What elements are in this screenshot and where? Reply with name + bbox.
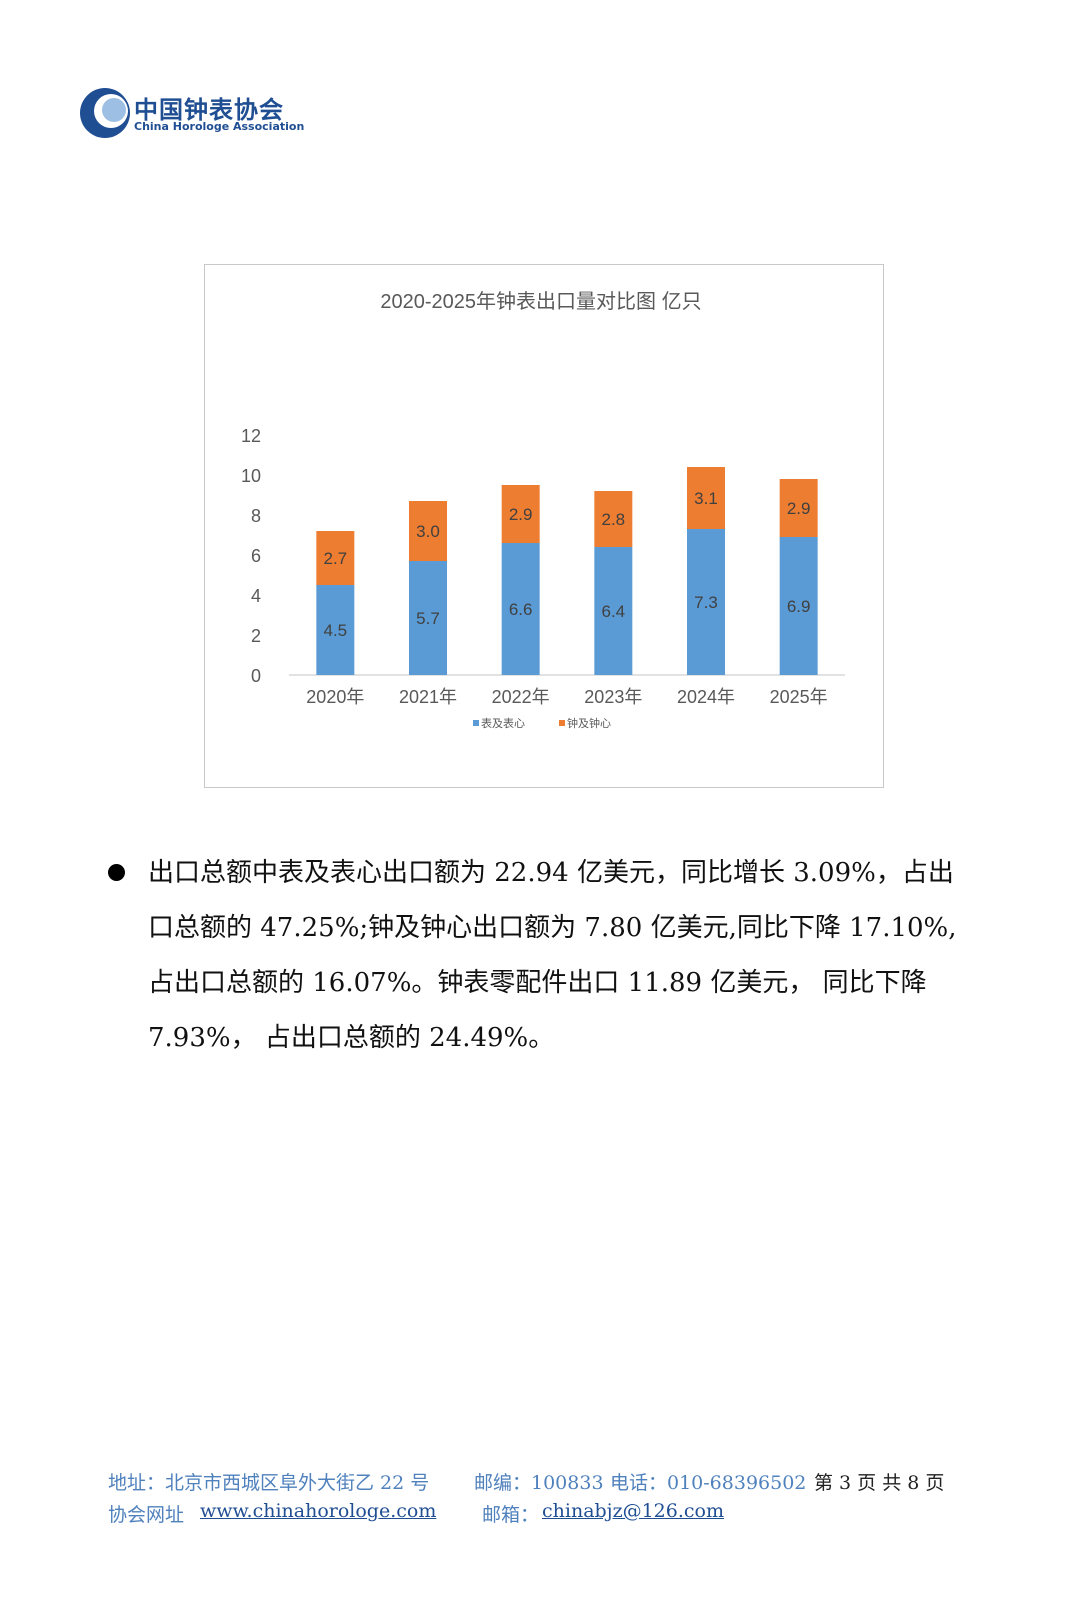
bar-clock [779,479,818,537]
page-footer: 地址：北京市西城区阜外大街乙 22 号 邮编：100833 电话：010-683… [108,1468,1008,1532]
data-label: 5.7 [416,609,440,628]
data-label: 6.9 [787,597,811,616]
y-tick-label: 0 [251,666,261,686]
y-tick-label: 10 [241,466,261,486]
y-tick-label: 2 [251,626,261,646]
bar-watch [501,543,540,675]
data-label: 7.3 [694,593,718,612]
data-label: 6.4 [602,602,626,621]
bar-watch [779,537,818,675]
data-label: 4.5 [324,621,348,640]
footer-address: 地址：北京市西城区阜外大街乙 22 号 [108,1472,430,1494]
globe-logo-icon [80,88,130,138]
legend-entry: 钟及钟心 [567,716,611,730]
association-logo: 中国钟表协会 China Horologe Association [78,86,304,142]
legend-swatch [559,720,565,726]
data-label: 2.9 [509,505,533,524]
bar-clock [594,491,633,547]
x-tick-label: 2020年 [306,687,364,707]
footer-phone: 电话：010-68396502 [610,1472,807,1494]
x-tick-label: 2024年 [677,687,735,707]
legend-swatch [473,720,479,726]
y-tick-label: 4 [251,586,261,606]
x-tick-label: 2025年 [770,687,828,707]
paragraph-line: 占出口总额的 16.07%。钟表零配件出口 11.89 亿美元， 同比下降 [148,968,927,998]
footer-email-link[interactable]: chinabjz@126.com [542,1500,724,1522]
data-label: 3.1 [694,489,718,508]
footer-page-number: 第 3 页 共 8 页 [814,1472,945,1494]
y-tick-label: 6 [251,546,261,566]
bar-watch [316,585,355,675]
footer-email-label: 邮箱： [482,1504,540,1526]
logo-text-en: China Horologe Association [134,120,305,133]
logo-text-cn: 中国钟表协会 [134,96,284,124]
data-label: 2.9 [787,499,811,518]
body-paragraph: 出口总额中表及表心出口额为 22.94 亿美元，同比增长 3.09%，占出 口总… [148,846,988,1066]
footer-postcode: 邮编：100833 [474,1472,604,1494]
bar-watch [687,529,725,675]
paragraph-line: 7.93%， 占出口总额的 24.49%。 [148,1023,555,1053]
bullet-point [108,864,125,881]
y-tick-label: 8 [251,506,261,526]
bar-clock [501,485,540,543]
bar-watch [594,547,633,675]
x-tick-label: 2022年 [492,687,550,707]
bar-clock [687,467,725,529]
data-label: 6.6 [509,600,533,619]
data-label: 2.8 [602,510,626,529]
export-chart: 2020-2025年钟表出口量对比图 亿只 0 2 4 6 8 10 12 4.5 2.7 2020… [204,264,884,788]
data-label: 2.7 [324,549,348,568]
x-tick-label: 2021年 [399,687,457,707]
y-tick-label: 12 [241,426,261,446]
x-tick-label: 2023年 [584,687,642,707]
paragraph-line: 口总额的 47.25%;钟及钟心出口额为 7.80 亿美元,同比下降 17.10… [148,913,957,943]
chart-title: 2020-2025年钟表出口量对比图 亿只 [380,290,701,313]
footer-website-label: 协会网址 [108,1504,185,1526]
footer-website-link[interactable]: www.chinahorologe.com [200,1500,437,1522]
chart-canvas: 2020-2025年钟表出口量对比图 亿只 0 2 4 6 8 10 12 4.5 2.7 2020… [241,290,845,730]
bar-watch [409,561,447,675]
paragraph-line: 出口总额中表及表心出口额为 22.94 亿美元，同比增长 3.09%，占出 [148,858,954,888]
bar-clock [409,501,447,561]
bar-clock [316,531,355,585]
legend-entry: 表及表心 [481,716,525,730]
data-label: 3.0 [416,522,440,541]
